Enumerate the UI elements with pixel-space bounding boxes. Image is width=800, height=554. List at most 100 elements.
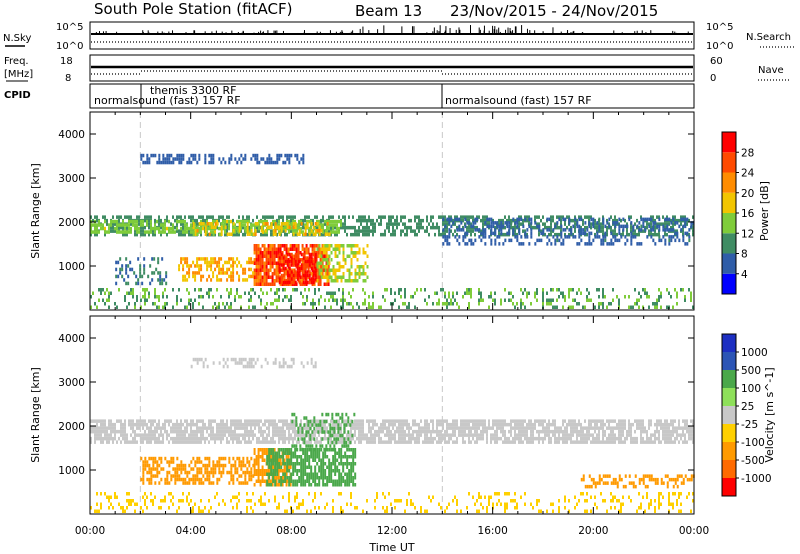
data-cell xyxy=(268,225,271,229)
data-cell xyxy=(324,258,327,262)
data-cell xyxy=(654,436,656,441)
data-cell xyxy=(390,419,392,423)
data-cell xyxy=(572,429,574,434)
data-cell xyxy=(266,440,268,444)
data-cell xyxy=(306,256,309,260)
data-cell xyxy=(524,426,526,430)
data-cell xyxy=(364,302,366,306)
data-cell xyxy=(256,422,258,427)
data-cell xyxy=(257,261,260,265)
data-cell xyxy=(308,440,310,444)
data-cell xyxy=(300,263,303,267)
data-cell xyxy=(158,426,160,430)
data-cell xyxy=(578,224,581,229)
data-cell xyxy=(516,238,519,243)
data-cell xyxy=(298,232,301,236)
data-cell xyxy=(123,278,126,282)
data-cell xyxy=(542,419,544,423)
data-cell xyxy=(106,429,108,434)
data-cell xyxy=(292,232,295,236)
data-cell xyxy=(296,263,299,267)
data-cell xyxy=(520,288,522,292)
data-cell xyxy=(178,229,180,233)
data-cell xyxy=(676,221,679,225)
data-cell xyxy=(584,242,587,246)
data-cell xyxy=(162,305,164,309)
data-cell xyxy=(228,305,230,309)
data-cell xyxy=(98,219,100,224)
data-cell xyxy=(650,440,652,444)
data-cell xyxy=(293,254,296,258)
data-cell xyxy=(272,433,274,437)
data-cell xyxy=(144,230,146,234)
data-cell xyxy=(314,226,316,231)
data-cell xyxy=(374,440,376,444)
data-cell xyxy=(204,229,207,233)
data-cell xyxy=(616,295,618,299)
data-cell xyxy=(266,222,269,226)
data-cell xyxy=(652,302,654,306)
data-cell xyxy=(240,295,242,299)
data-cell xyxy=(178,436,180,441)
data-cell xyxy=(382,422,384,427)
data-cell xyxy=(248,274,251,279)
data-cell xyxy=(618,429,620,434)
data-cell xyxy=(356,272,359,276)
data-cell xyxy=(356,419,358,423)
data-cell xyxy=(500,218,502,223)
data-cell xyxy=(166,436,168,441)
nsearch-tick-top: 10^5 xyxy=(706,22,733,33)
data-cell xyxy=(368,218,370,223)
cpid-segment-3: normalsound (fast) 157 RF xyxy=(445,94,592,107)
data-cell xyxy=(144,298,146,302)
data-cell xyxy=(244,426,246,430)
data-cell xyxy=(94,426,96,430)
data-cell xyxy=(322,223,324,227)
data-cell xyxy=(328,219,330,224)
data-cell xyxy=(293,268,296,272)
data-cell xyxy=(564,232,566,237)
data-cell xyxy=(470,433,472,437)
data-cell xyxy=(372,225,374,230)
data-cell xyxy=(214,436,216,441)
data-cell xyxy=(176,157,179,161)
data-cell xyxy=(360,440,362,444)
data-cell xyxy=(172,215,174,219)
data-cell xyxy=(206,226,208,231)
data-cell xyxy=(228,440,230,444)
data-cell xyxy=(320,272,323,276)
data-cell xyxy=(326,279,329,283)
data-cell xyxy=(576,218,578,223)
data-cell xyxy=(176,426,178,430)
data-cell xyxy=(674,215,676,219)
data-cell xyxy=(558,436,560,441)
data-cell xyxy=(406,419,408,423)
data-cell xyxy=(386,288,388,292)
data-cell xyxy=(186,278,189,282)
data-cell xyxy=(314,433,316,437)
data-cell xyxy=(408,305,410,309)
data-cell xyxy=(632,235,635,239)
data-cell xyxy=(253,261,256,265)
data-cell xyxy=(206,291,208,295)
data-cell xyxy=(244,440,246,444)
data-cell xyxy=(166,160,169,165)
data-cell xyxy=(380,215,382,219)
data-cell xyxy=(278,295,280,299)
data-cell xyxy=(304,433,306,437)
data-cell xyxy=(298,226,300,231)
data-cell xyxy=(560,215,562,219)
data-cell xyxy=(578,419,580,423)
data-cell xyxy=(342,288,344,292)
data-cell xyxy=(272,426,274,430)
data-cell xyxy=(260,426,262,430)
data-cell xyxy=(174,440,176,444)
data-cell xyxy=(416,215,418,219)
data-cell xyxy=(556,232,558,237)
data-cell xyxy=(266,291,268,295)
data-cell xyxy=(532,429,534,434)
data-cell xyxy=(136,219,138,224)
data-cell xyxy=(470,224,473,229)
data-cell xyxy=(192,157,195,161)
data-cell xyxy=(186,422,188,427)
